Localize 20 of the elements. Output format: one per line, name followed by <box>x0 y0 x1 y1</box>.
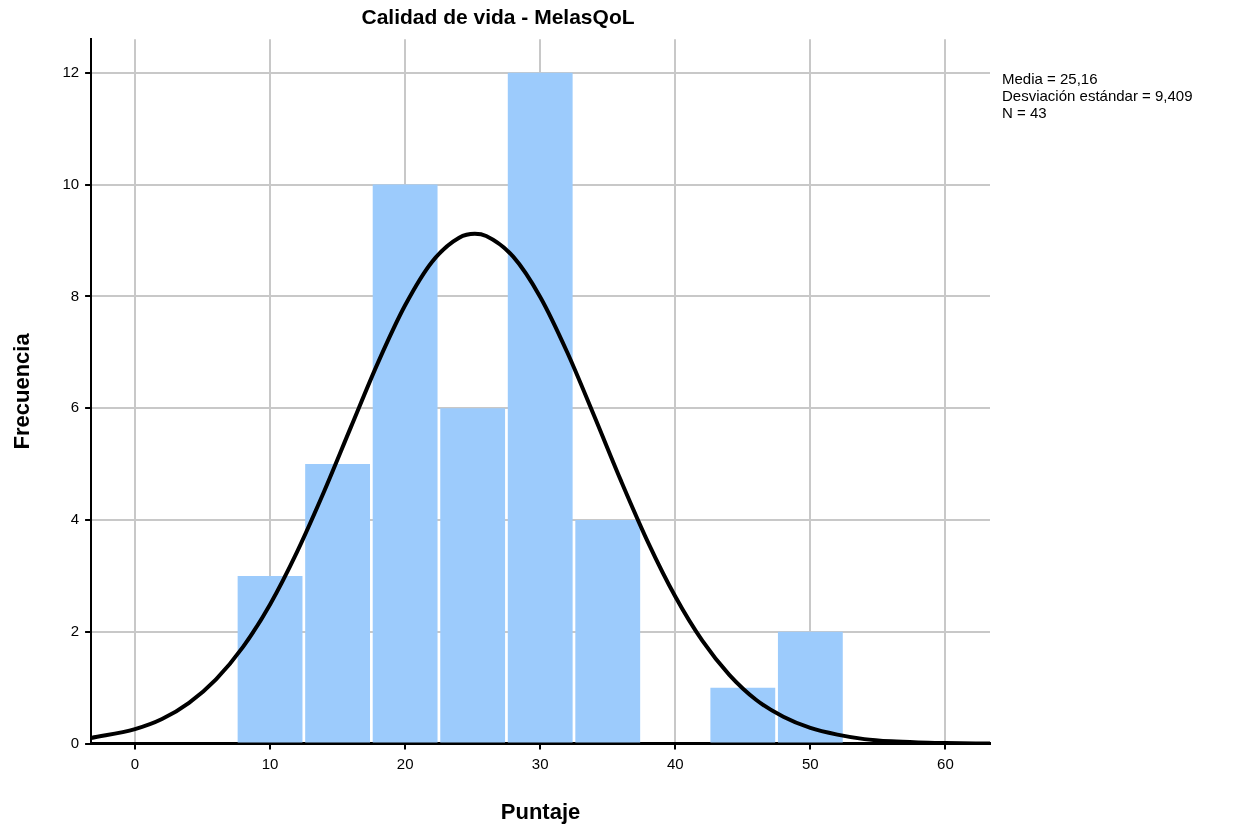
y-tick-label: 8 <box>70 286 80 304</box>
x-axis-title: Puntaje <box>500 798 581 824</box>
x-tick-label: 10 <box>261 754 279 772</box>
x-tick-label: 50 <box>802 754 819 772</box>
y-tick-label: 12 <box>62 62 80 80</box>
text: Media = 25,16 <box>1002 69 1098 87</box>
y-tick-label: 2 <box>70 621 80 639</box>
x-tick-label: 60 <box>937 754 954 772</box>
y-tick-label: 4 <box>70 510 80 528</box>
y-axis-title: Frecuencia <box>9 332 35 450</box>
text: Desviación estándar = 9,409 <box>1002 86 1193 104</box>
y-tick-label: 6 <box>70 398 80 416</box>
y-tick-label: 10 <box>62 174 80 192</box>
text: N = 43 <box>1002 103 1047 121</box>
x-tick-label: 20 <box>396 754 414 772</box>
y-tick-label: 0 <box>70 733 80 751</box>
x-tick-label: 40 <box>666 754 684 772</box>
x-tick-label: 0 <box>130 754 140 772</box>
chart-title: Calidad de vida - MelasQoL <box>361 5 635 29</box>
x-tick-label: 30 <box>531 754 549 772</box>
